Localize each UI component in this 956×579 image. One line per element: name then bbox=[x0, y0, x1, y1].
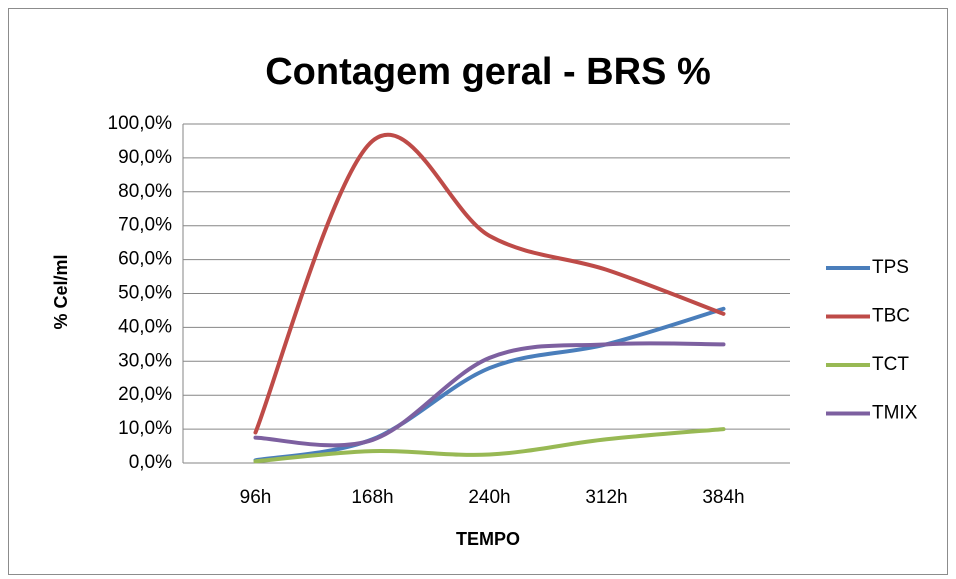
series-line bbox=[253, 132, 726, 435]
y-tick-label: 60,0% bbox=[118, 249, 172, 270]
x-axis-label: TEMPO bbox=[456, 529, 520, 549]
series-line bbox=[253, 306, 726, 463]
legend-label: TCT bbox=[872, 354, 909, 375]
y-axis-label: % Cel/ml bbox=[51, 254, 71, 329]
legend-label: TMIX bbox=[872, 403, 918, 424]
x-tick-label: 168h bbox=[351, 487, 393, 508]
legend-label: TBC bbox=[872, 306, 910, 327]
x-tick-label: 96h bbox=[240, 487, 272, 508]
series-line bbox=[253, 427, 726, 464]
x-tick-label: 312h bbox=[585, 487, 627, 508]
chart-title: Contagem geral - BRS % bbox=[265, 51, 711, 93]
x-tick-label: 384h bbox=[702, 487, 744, 508]
y-tick-label: 70,0% bbox=[118, 215, 172, 236]
x-tick-label: 240h bbox=[468, 487, 510, 508]
y-tick-label: 0,0% bbox=[129, 452, 172, 473]
legend-label: TPS bbox=[872, 257, 909, 278]
y-tick-label: 80,0% bbox=[118, 181, 172, 202]
y-tick-label: 10,0% bbox=[118, 418, 172, 439]
y-tick-label: 90,0% bbox=[118, 147, 172, 168]
y-tick-label: 40,0% bbox=[118, 316, 172, 337]
y-tick-label: 100,0% bbox=[108, 113, 173, 134]
y-tick-label: 20,0% bbox=[118, 384, 172, 405]
chart-frame bbox=[8, 8, 948, 575]
y-tick-label: 30,0% bbox=[118, 350, 172, 371]
series-line bbox=[253, 341, 726, 448]
y-tick-label: 50,0% bbox=[118, 283, 172, 304]
